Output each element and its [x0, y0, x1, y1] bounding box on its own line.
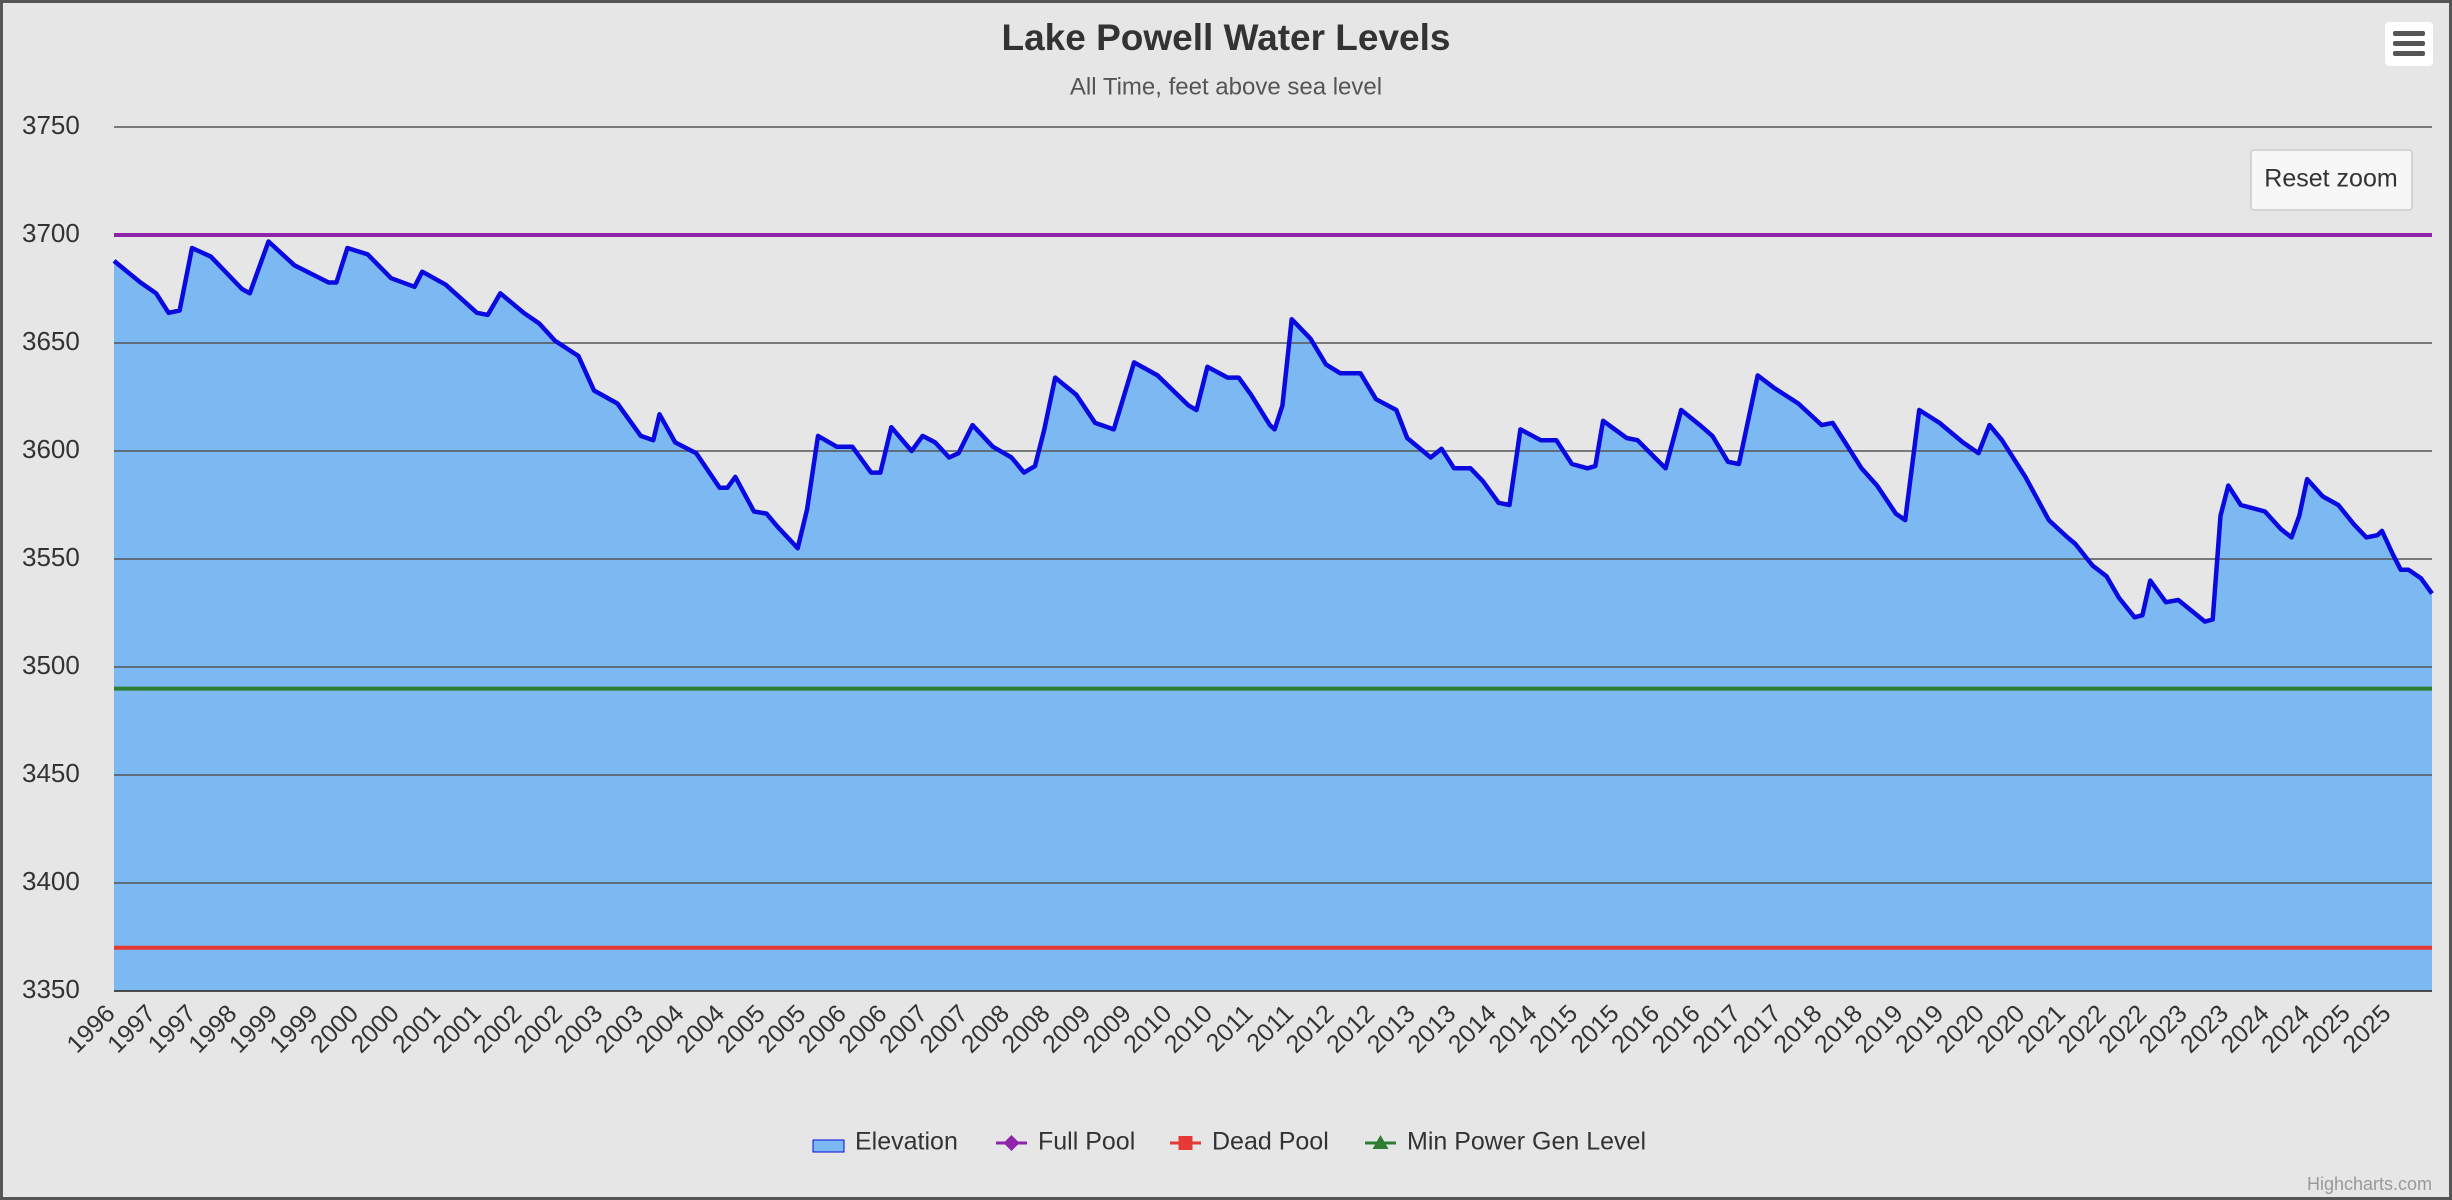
y-tick-label: 3500 — [22, 650, 80, 680]
legend-item[interactable]: Elevation — [812, 1128, 958, 1156]
y-tick-label: 3550 — [22, 542, 80, 572]
menu-bar — [2393, 41, 2425, 46]
legend-symbol — [1003, 1135, 1020, 1151]
y-tick-label: 3750 — [22, 110, 80, 140]
legend-symbol — [1178, 1136, 1193, 1150]
menu-bar — [2393, 31, 2425, 36]
reset-zoom-bg[interactable] — [2250, 149, 2413, 211]
legend-item[interactable]: Full Pool — [996, 1128, 1135, 1156]
legend-symbol — [1372, 1135, 1389, 1149]
reset-zoom-button[interactable]: Reset zoom — [2250, 149, 2413, 211]
chart-subtitle: All Time, feet above sea level — [1070, 73, 1382, 100]
y-tick-label: 3700 — [22, 218, 80, 248]
y-tick-label: 3450 — [22, 758, 80, 788]
legend-item[interactable]: Dead Pool — [1170, 1128, 1329, 1156]
legend-label[interactable]: Elevation — [855, 1128, 958, 1156]
reset-zoom-label[interactable]: Reset zoom — [2264, 165, 2397, 193]
legend-label[interactable]: Min Power Gen Level — [1407, 1128, 1646, 1156]
y-tick-label: 3400 — [22, 866, 80, 896]
menu-button[interactable] — [2385, 22, 2433, 66]
menu-bar — [2393, 51, 2425, 56]
area-fill — [114, 241, 2432, 991]
series-line — [112, 239, 2434, 624]
legend-label[interactable]: Dead Pool — [1212, 1128, 1329, 1156]
y-tick-label: 3650 — [22, 326, 80, 356]
legend-item[interactable]: Min Power Gen Level — [1365, 1128, 1646, 1156]
credits[interactable]: Highcharts.com — [2307, 1174, 2432, 1194]
y-tick-label: 3600 — [22, 434, 80, 464]
legend-label[interactable]: Full Pool — [1038, 1128, 1135, 1156]
legend-symbol — [812, 1139, 845, 1153]
y-tick-label: 3350 — [22, 974, 80, 1004]
chart-title: Lake Powell Water Levels — [1002, 17, 1451, 58]
